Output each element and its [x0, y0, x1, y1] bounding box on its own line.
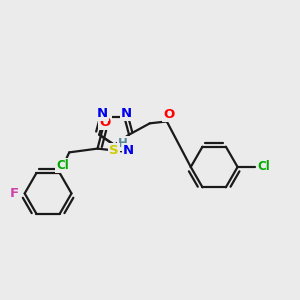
Text: S: S: [109, 144, 119, 157]
Text: Cl: Cl: [56, 159, 69, 172]
Text: F: F: [10, 187, 19, 200]
Text: N: N: [121, 107, 132, 120]
Text: H: H: [118, 137, 128, 150]
Text: O: O: [100, 116, 111, 129]
Text: O: O: [163, 108, 174, 121]
Text: N: N: [97, 107, 108, 120]
Text: Cl: Cl: [258, 160, 270, 173]
Text: N: N: [123, 144, 134, 158]
